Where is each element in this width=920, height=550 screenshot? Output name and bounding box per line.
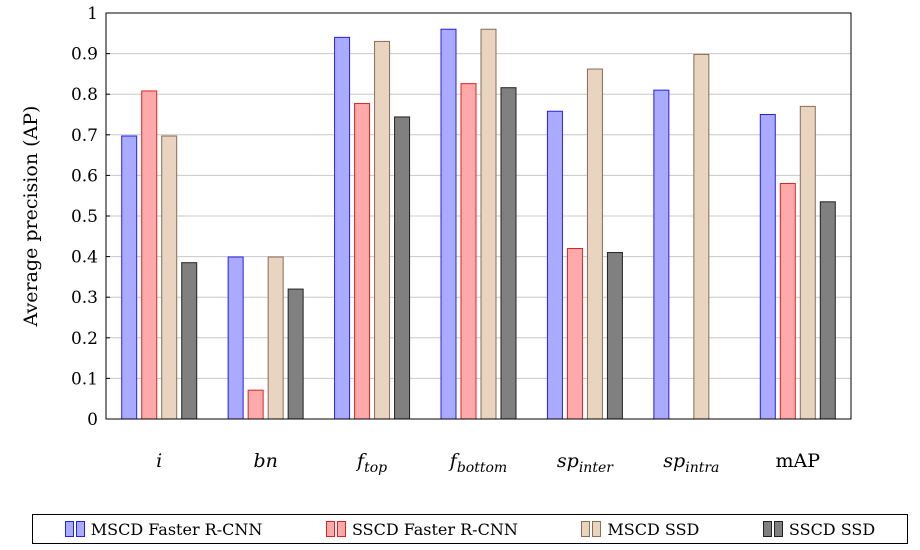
grid-lines	[106, 12, 851, 420]
bar-chart: 00.10.20.30.40.50.60.70.80.91 i bn ftop fbo…	[20, 4, 852, 476]
bar-sscd-ssd	[500, 87, 517, 420]
legend-label: SSCD Faster R-CNN	[351, 519, 518, 539]
bar-mscd-faster-r-cnn	[440, 28, 457, 420]
y-tick-label: 0.3	[71, 288, 98, 308]
x-category-label: i	[156, 450, 162, 472]
bar-mscd-faster-r-cnn	[334, 36, 351, 420]
x-category-label: spinter	[557, 450, 614, 476]
category-subscript: top	[364, 460, 387, 476]
bar-mscd-ssd	[586, 68, 603, 420]
y-tick-label: 0.2	[71, 329, 98, 349]
category-base: sp	[557, 450, 579, 472]
bar-sscd-faster-r-cnn	[141, 90, 158, 420]
x-category-label: bn	[253, 450, 277, 472]
bar-sscd-ssd	[181, 262, 198, 420]
legend-swatch	[762, 521, 772, 537]
category-base: sp	[663, 450, 685, 472]
category-subscript: inter	[579, 460, 614, 476]
y-axis-label: Average precision (AP)	[20, 106, 42, 328]
legend-item: MSCD Faster R-CNN	[64, 519, 263, 539]
y-tick-label: 0.5	[71, 207, 98, 227]
legend-swatch	[325, 521, 335, 537]
legend-label: MSCD Faster R-CNN	[90, 519, 263, 539]
category-base: f	[355, 450, 367, 472]
bar-mscd-faster-r-cnn	[546, 110, 563, 420]
category-base: bn	[253, 450, 277, 472]
legend-item: SSCD SSD	[762, 519, 876, 539]
bar-sscd-ssd	[287, 288, 304, 420]
legend-swatch	[64, 521, 74, 537]
x-category-label: ftop	[355, 450, 387, 476]
legend-swatch	[75, 521, 85, 537]
y-tick-label: 0.9	[71, 45, 98, 65]
bar-sscd-faster-r-cnn	[247, 389, 264, 420]
bar-sscd-faster-r-cnn	[566, 247, 583, 420]
y-tick-label: 1	[87, 4, 98, 24]
bar-mscd-faster-r-cnn	[227, 256, 244, 420]
bar-sscd-ssd	[394, 116, 411, 420]
y-axis-ticks: 0 0.1 0.2 0.3 0.4 0.5 0.6 0.7 0.8 0.9 1	[71, 4, 110, 430]
y-tick-label: 0.4	[71, 248, 98, 268]
bar-mscd-ssd	[161, 135, 178, 420]
bar-mscd-ssd	[374, 40, 391, 420]
bar-mscd-faster-r-cnn	[759, 114, 776, 420]
legend-swatch	[581, 521, 591, 537]
y-tick-label: 0.7	[71, 126, 98, 146]
legend: MSCD Faster R-CNN SSCD Faster R-CNN MSCD S…	[32, 514, 908, 544]
bar-sscd-ssd	[606, 252, 623, 420]
category-base: f	[448, 450, 460, 472]
x-category-label: fbottom	[448, 450, 507, 476]
category-base: mAP	[776, 450, 821, 472]
bar-sscd-faster-r-cnn	[460, 83, 477, 420]
category-subscript: bottom	[457, 460, 507, 476]
legend-item: SSCD Faster R-CNN	[325, 519, 518, 539]
bars	[121, 28, 836, 420]
bar-mscd-faster-r-cnn	[653, 89, 670, 420]
bar-sscd-ssd	[819, 201, 836, 420]
bar-sscd-faster-r-cnn	[354, 103, 371, 420]
legend-label: MSCD SSD	[607, 519, 700, 539]
bar-sscd-faster-r-cnn	[779, 183, 796, 420]
category-base: i	[156, 450, 162, 472]
bar-mscd-ssd	[480, 28, 497, 420]
x-category-label: spintra	[663, 450, 719, 476]
y-tick-label: 0	[87, 410, 98, 430]
category-subscript: intra	[685, 460, 719, 476]
bar-mscd-ssd	[267, 256, 284, 420]
legend-label: SSCD SSD	[788, 519, 876, 539]
x-axis-labels: i bn ftop fbottom spinter spintra mAP	[156, 450, 820, 476]
bar-mscd-ssd	[799, 105, 816, 420]
legend-swatch	[773, 521, 783, 537]
x-category-label: mAP	[776, 450, 821, 472]
legend-swatch	[592, 521, 602, 537]
bar-mscd-ssd	[693, 53, 710, 420]
bar-mscd-faster-r-cnn	[121, 135, 138, 420]
y-tick-label: 0.1	[71, 369, 98, 389]
y-tick-label: 0.6	[71, 166, 98, 186]
legend-item: MSCD SSD	[581, 520, 699, 539]
legend-swatch	[336, 521, 346, 537]
y-tick-label: 0.8	[71, 85, 98, 105]
